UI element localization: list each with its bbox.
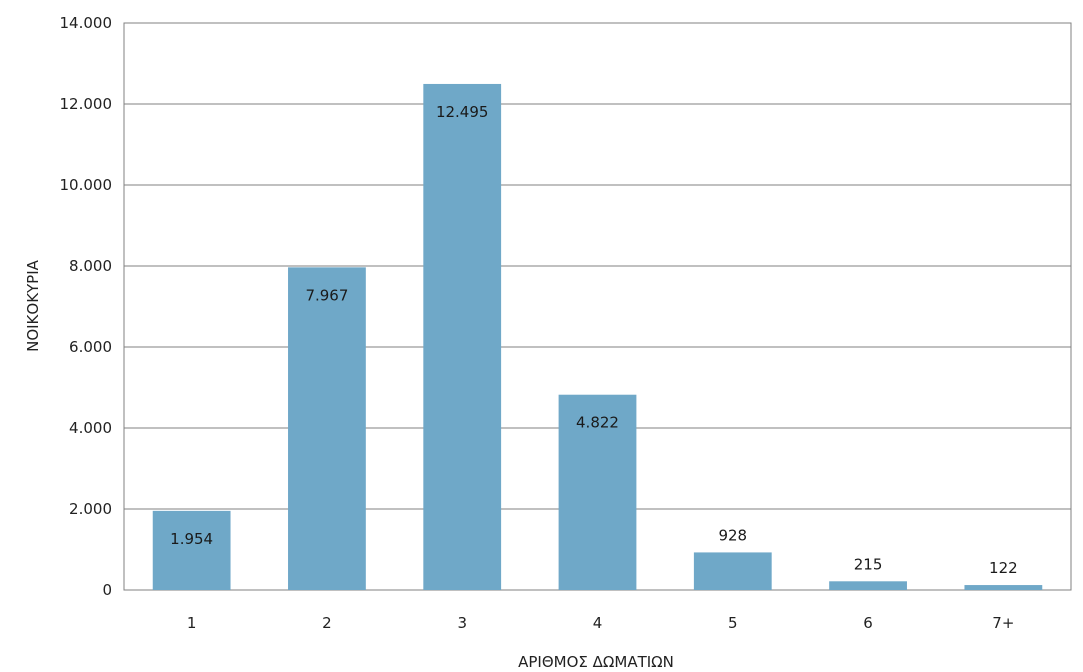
y-tick-label: 14.000 [60, 14, 113, 32]
bar-3 [423, 83, 502, 590]
data-label-1: 1.954 [170, 530, 213, 548]
x-tick-label: 1 [187, 614, 197, 632]
bar-1 [152, 510, 231, 590]
y-axis-ticks: 0 2.000 4.000 6.000 8.000 10.000 12.000 14.000 [60, 14, 113, 599]
x-tick-label: 4 [593, 614, 603, 632]
y-tick-label: 10.000 [60, 176, 113, 194]
y-tick-label: 0 [102, 581, 112, 599]
y-tick-label: 8.000 [69, 257, 112, 275]
data-label-3: 12.495 [436, 103, 489, 121]
x-axis-title: ΑΡΙΘΜΟΣ ΔΩΜΑΤΙΩΝ [518, 653, 674, 671]
bar-2 [288, 267, 366, 590]
data-label-5: 928 [718, 526, 747, 544]
x-tick-label: 6 [863, 614, 873, 632]
x-tick-label: 7+ [992, 614, 1014, 632]
bar-5 [693, 552, 772, 590]
y-tick-label: 6.000 [69, 338, 112, 356]
y-tick-label: 12.000 [60, 95, 113, 113]
y-axis-title: ΝΟΙΚΟΚΥΡΙΑ [24, 259, 42, 352]
bars [152, 83, 1043, 590]
x-tick-label: 2 [322, 614, 332, 632]
gridlines [124, 103, 1071, 510]
x-tick-label: 5 [728, 614, 738, 632]
y-tick-label: 4.000 [69, 419, 112, 437]
y-tick-label: 2.000 [69, 500, 112, 518]
bar-6 [829, 581, 907, 590]
data-label-2: 7.967 [305, 286, 348, 304]
data-label-7+: 122 [989, 559, 1018, 577]
bar-7+ [964, 585, 1043, 590]
bar-4 [558, 394, 637, 590]
x-axis-ticks: 1 2 3 4 5 6 7+ [187, 614, 1015, 632]
data-label-6: 215 [854, 555, 883, 573]
data-labels: 1.954 7.967 12.495 4.822 928 215 122 [170, 103, 1018, 577]
x-tick-label: 3 [457, 614, 467, 632]
data-label-4: 4.822 [576, 414, 619, 432]
